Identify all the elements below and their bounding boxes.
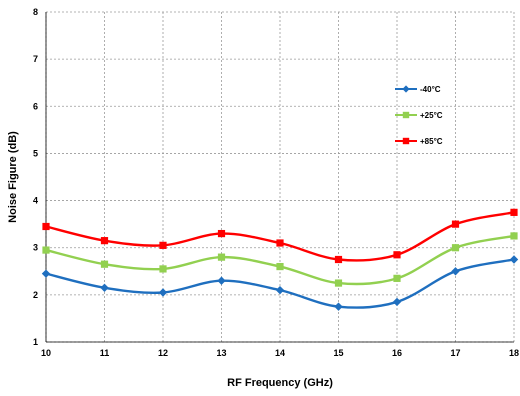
data-point: [276, 239, 284, 247]
x-tick-label: 13: [216, 348, 226, 358]
legend: -40°C +25°C +85°C: [395, 85, 443, 146]
data-point: [217, 276, 226, 285]
data-point: [42, 246, 50, 254]
x-tick-label: 17: [450, 348, 460, 358]
legend-entry: +25°C: [395, 111, 443, 120]
x-tick-label: 14: [275, 348, 285, 358]
data-point: [451, 244, 460, 252]
x-tick-label: 12: [158, 348, 168, 358]
data-point: [334, 279, 343, 287]
data-point: [100, 283, 109, 292]
y-tick-label: 6: [33, 101, 38, 111]
legend-marker: [402, 85, 410, 93]
x-tick-label: 10: [41, 348, 51, 358]
data-point: [158, 288, 168, 297]
data-point: [42, 222, 50, 231]
y-tick-label: 3: [33, 243, 38, 253]
legend-marker: [402, 111, 410, 119]
y-axis-title: Noise Figure (dB): [7, 131, 19, 223]
legend-label: -40°C: [420, 85, 441, 94]
data-point: [217, 253, 226, 261]
series-2: [42, 232, 518, 287]
series-1: [41, 255, 519, 311]
grid: [45, 11, 515, 343]
data-point: [451, 267, 460, 276]
legend-entry: -40°C: [395, 85, 441, 94]
data-point: [451, 220, 460, 228]
y-tick-label: 1: [33, 337, 38, 347]
legend-entry: +85°C: [395, 137, 443, 146]
series-3: [42, 208, 518, 264]
data-point: [393, 274, 401, 282]
x-axis-title: RF Frequency (GHz): [227, 377, 333, 389]
data-point: [159, 241, 167, 249]
data-point: [392, 297, 402, 307]
legend-marker: [402, 137, 410, 145]
data-point: [510, 232, 518, 240]
series: [41, 208, 519, 311]
y-tick-label: 2: [33, 290, 38, 300]
y-tick-label: 7: [33, 54, 38, 64]
data-point: [509, 255, 519, 264]
y-tick-label: 5: [33, 148, 38, 158]
legend-label: +25°C: [420, 111, 443, 120]
x-tick-label: 15: [333, 348, 343, 358]
data-point: [100, 260, 109, 268]
y-tick-label: 4: [33, 196, 38, 206]
y-tick-label: 8: [33, 7, 38, 17]
data-point: [334, 302, 343, 311]
legend-label: +85°C: [420, 137, 443, 146]
data-point: [276, 262, 284, 271]
x-tick-label: 11: [100, 348, 110, 358]
data-point: [393, 251, 401, 259]
data-point: [100, 237, 109, 245]
data-point: [510, 208, 518, 216]
data-point: [334, 255, 343, 264]
data-point: [41, 269, 51, 278]
data-point: [159, 265, 167, 273]
data-point: [217, 229, 226, 238]
x-tick-label: 18: [509, 348, 519, 358]
x-tick-label: 16: [392, 348, 402, 358]
data-point: [275, 285, 285, 295]
